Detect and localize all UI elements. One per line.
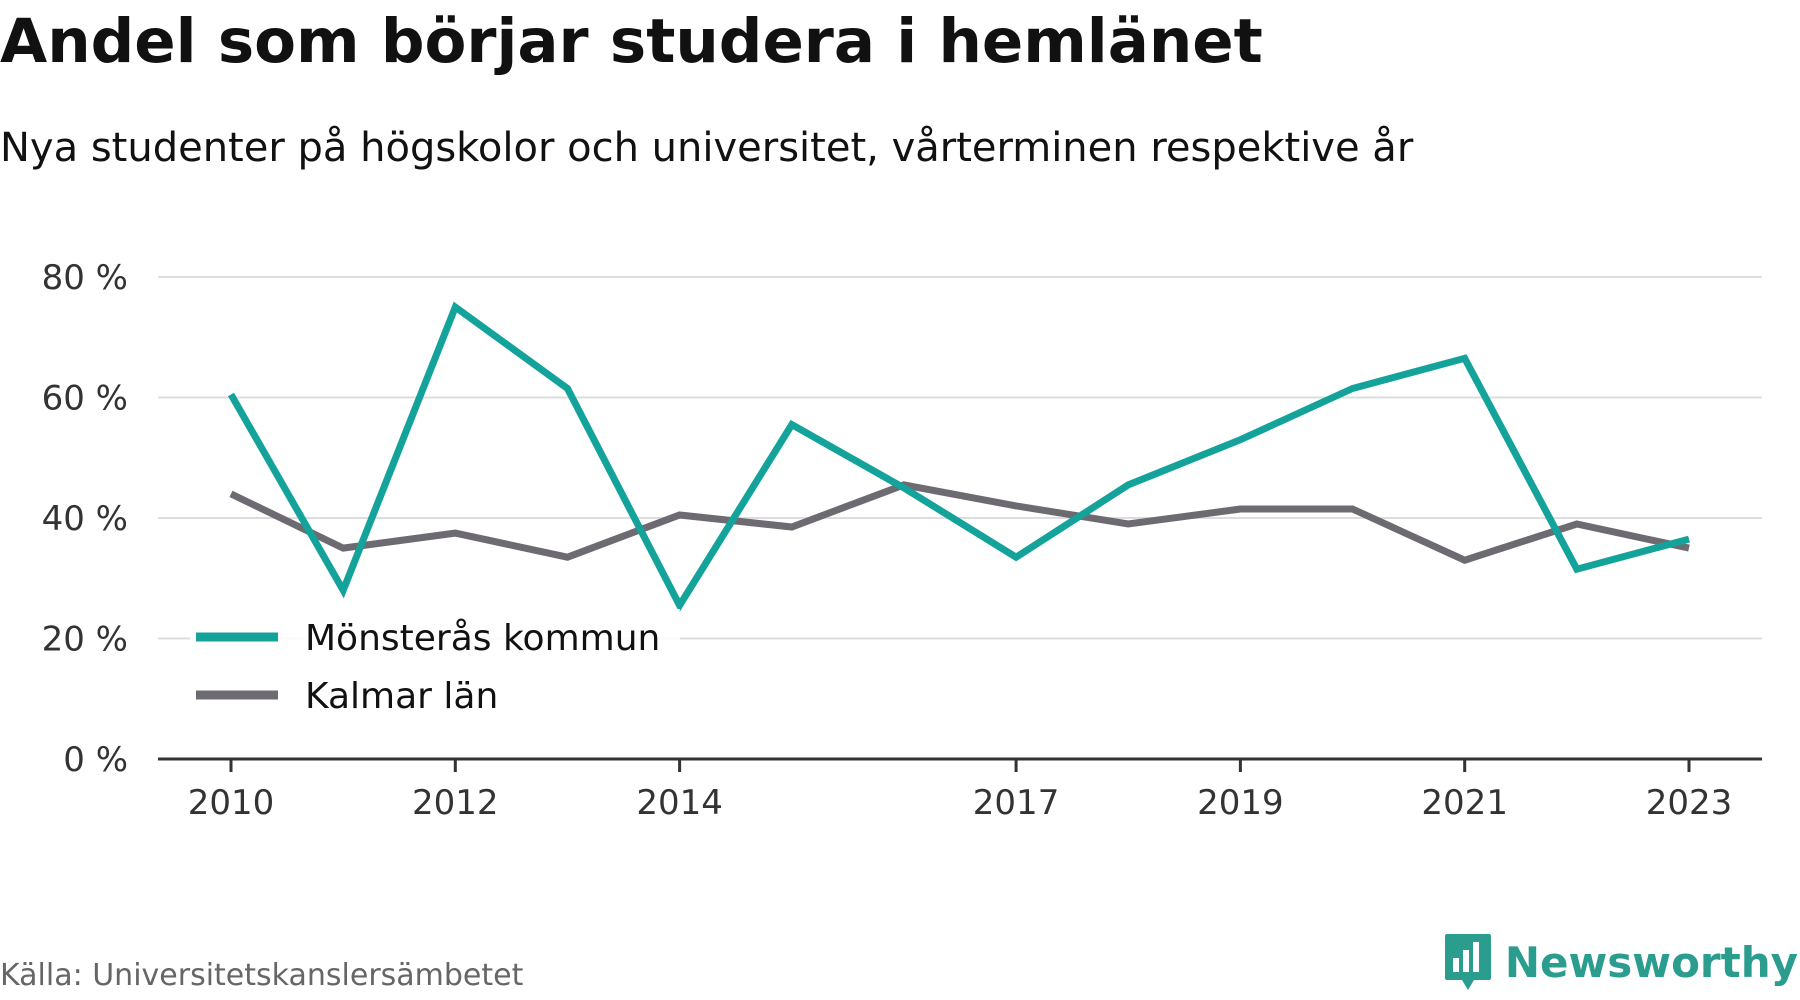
x-tick-label: 2019: [1197, 783, 1284, 823]
x-tick-label: 2010: [188, 783, 275, 823]
chart-title: Andel som börjar studera i hemlänet: [0, 6, 1263, 77]
series-line-1: [229, 481, 1690, 564]
source-note: Källa: Universitetskanslersämbetet: [0, 958, 524, 993]
brand-logo: Newsworthy: [1443, 932, 1798, 992]
newsworthy-logo-icon: [1444, 934, 1491, 990]
y-tick-label: 60 %: [42, 379, 128, 419]
brand-name: Newsworthy: [1504, 937, 1798, 987]
x-tick-label: 2012: [412, 783, 499, 823]
x-tick-label: 2021: [1421, 783, 1508, 823]
legend-label-0: Mönsterås kommun: [305, 618, 660, 659]
y-axis-ticks: 0 % 20 % 40 % 60 % 80 %: [42, 258, 128, 780]
legend-label-1: Kalmar län: [305, 676, 498, 717]
y-tick-label: 20 %: [42, 620, 128, 660]
series-line-0: [227, 301, 1690, 613]
y-tick-label: 0 %: [63, 740, 128, 780]
x-tick-label: 2023: [1646, 783, 1733, 823]
y-tick-label: 40 %: [42, 499, 128, 539]
chart-subtitle: Nya studenter på högskolor och universit…: [0, 125, 1414, 171]
x-tick-label: 2014: [636, 783, 723, 823]
y-tick-label: 80 %: [42, 258, 128, 298]
line-chart: 0 % 20 % 40 % 60 % 80 % 2010 2012 2014 2017 2019…: [42, 258, 1762, 823]
x-tick-label: 2017: [973, 783, 1060, 823]
series-lines: [227, 301, 1690, 613]
legend: Mönsterås kommun Kalmar län: [190, 609, 680, 721]
x-axis: 2010 2012 2014 2017 2019 2021 2023: [158, 757, 1762, 823]
